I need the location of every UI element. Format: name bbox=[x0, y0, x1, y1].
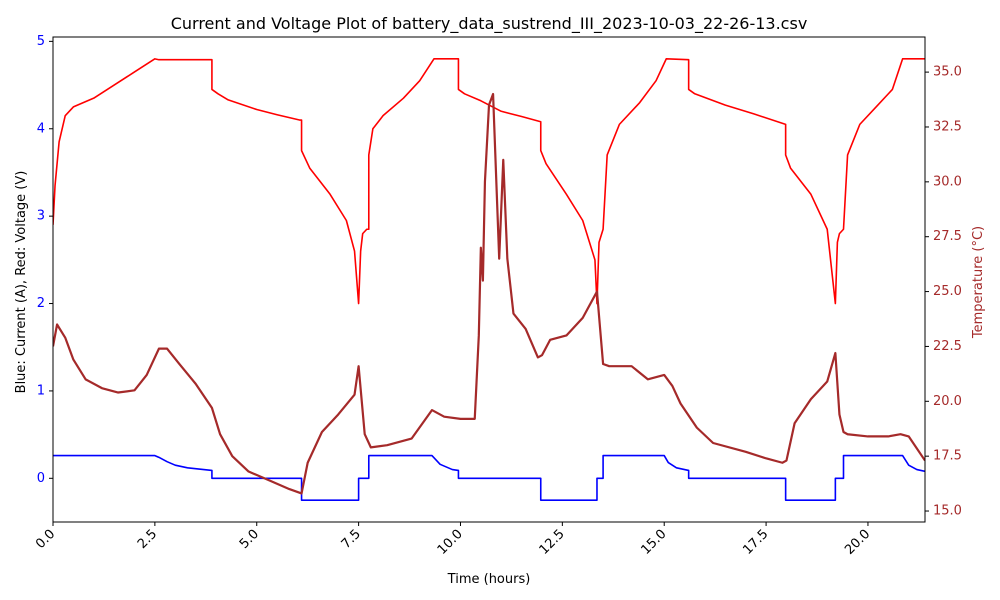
left-y-tick-label: 4 bbox=[37, 121, 45, 136]
left-y-tick-label: 3 bbox=[37, 209, 45, 224]
left-axis-label: Blue: Current (A), Red: Voltage (V) bbox=[14, 171, 29, 394]
x-axis-label: Time (hours) bbox=[447, 572, 531, 587]
right-y-tick-label: 30.0 bbox=[933, 174, 962, 189]
plot-area: 0.0 2.5 5.0 7.5 10.0 12.5 15.0 17.5 20.001234515… bbox=[33, 34, 962, 558]
left-y-tick-label: 2 bbox=[37, 296, 45, 311]
right-y-tick-label: 27.5 bbox=[933, 229, 962, 244]
left-y-tick-label: 0 bbox=[37, 471, 45, 486]
right-y-tick-label: 32.5 bbox=[933, 119, 962, 134]
right-y-tick-label: 17.5 bbox=[933, 449, 962, 464]
chart-title: Current and Voltage Plot of battery_data… bbox=[171, 14, 808, 34]
plot-frame bbox=[52, 36, 926, 523]
right-y-tick-label: 25.0 bbox=[933, 284, 962, 299]
right-y-tick-label: 35.0 bbox=[933, 65, 962, 80]
left-y-tick-label: 5 bbox=[37, 34, 45, 49]
right-y-tick-label: 22.5 bbox=[933, 339, 962, 354]
temperature-series-line bbox=[53, 92, 925, 495]
left-y-tick-label: 1 bbox=[37, 383, 45, 398]
right-y-tick-label: 20.0 bbox=[933, 394, 962, 409]
current-series-line bbox=[53, 454, 925, 501]
right-axis-label: Temperature (°C) bbox=[971, 226, 986, 339]
voltage-series-line bbox=[53, 58, 925, 305]
right-y-tick-label: 15.0 bbox=[933, 504, 962, 519]
